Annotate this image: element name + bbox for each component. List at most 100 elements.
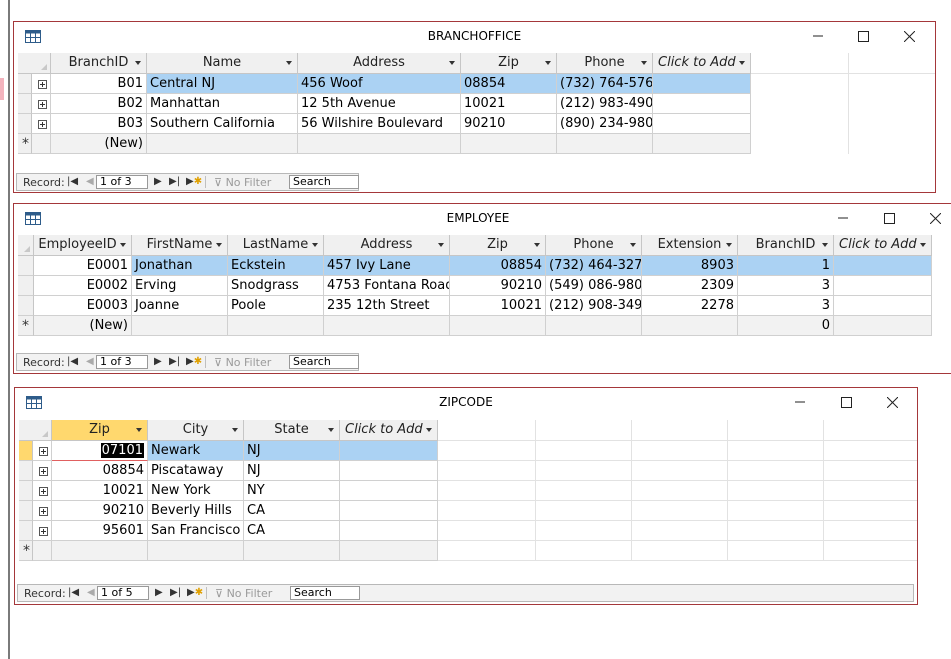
select-all-corner[interactable]	[19, 420, 52, 441]
new-record-placeholder[interactable]: (New)	[34, 316, 132, 336]
column-header-address[interactable]: Address	[324, 235, 450, 256]
cell-phone[interactable]: (549) 086-9804	[546, 276, 642, 296]
cell-add[interactable]	[834, 256, 932, 276]
column-header-phone[interactable]: Phone	[557, 53, 653, 74]
cell-add[interactable]	[653, 114, 751, 134]
row-selector[interactable]	[18, 74, 32, 94]
row-selector[interactable]	[19, 441, 33, 461]
cell-zip[interactable]: 10021	[52, 481, 148, 501]
cell-firstname[interactable]	[132, 316, 228, 336]
first-record-button[interactable]: |◀	[67, 356, 79, 367]
cell-branchid[interactable]: 3	[738, 296, 834, 316]
first-record-button[interactable]: |◀	[68, 587, 80, 598]
cell-address[interactable]	[298, 134, 461, 154]
column-header-click-to-add[interactable]: Click to Add	[340, 420, 438, 441]
row-selector[interactable]	[18, 114, 32, 134]
cell-lastname[interactable]: Eckstein	[228, 256, 324, 276]
cell-add[interactable]	[340, 441, 438, 461]
row-selector[interactable]	[19, 501, 33, 521]
maximize-button[interactable]	[849, 26, 877, 48]
cell-zip[interactable]: 90210	[461, 114, 557, 134]
cell-extension[interactable]: 8903	[642, 256, 738, 276]
expand-cell[interactable]	[32, 94, 51, 114]
cell-add[interactable]	[653, 94, 751, 114]
cell-employeeid[interactable]: E0002	[34, 276, 132, 296]
cell-add[interactable]	[653, 134, 751, 154]
filter-status[interactable]: ⊽ No Filter	[214, 356, 271, 369]
cell-zip[interactable]	[450, 316, 546, 336]
column-header-phone[interactable]: Phone	[546, 235, 642, 256]
cell-city[interactable]: Beverly Hills	[148, 501, 244, 521]
column-header-extension[interactable]: Extension	[642, 235, 738, 256]
cell-phone[interactable]: (212) 983-4908	[557, 94, 653, 114]
expand-cell[interactable]	[32, 114, 51, 134]
cell-zip[interactable]: 08854	[52, 461, 148, 481]
filter-status[interactable]: ⊽ No Filter	[214, 176, 271, 189]
row-selector[interactable]	[19, 521, 33, 541]
cell-city[interactable]: Piscataway	[148, 461, 244, 481]
plus-box-icon[interactable]	[38, 120, 47, 129]
cell-name[interactable]	[147, 134, 298, 154]
cell-zip[interactable]	[52, 541, 148, 561]
plus-box-icon[interactable]	[38, 100, 47, 109]
cell-name[interactable]: Central NJ	[147, 74, 298, 94]
next-record-button[interactable]: ▶	[155, 587, 163, 598]
select-all-corner[interactable]	[18, 53, 51, 74]
cell-state[interactable]: NJ	[244, 441, 340, 461]
cell-branchid[interactable]: B01	[51, 74, 147, 94]
last-record-button[interactable]: ▶|	[170, 587, 182, 598]
cell-phone[interactable]: (732) 464-3279	[546, 256, 642, 276]
cell-add[interactable]	[653, 74, 751, 94]
new-record-button[interactable]: ▶✱	[187, 587, 204, 598]
column-header-city[interactable]: City	[148, 420, 244, 441]
cell-zip-active[interactable]: 07101	[52, 441, 148, 461]
column-header-branchid[interactable]: BranchID	[51, 53, 147, 74]
column-header-name[interactable]: Name	[147, 53, 298, 74]
plus-box-icon[interactable]	[39, 527, 48, 536]
record-position-input[interactable]: 1 of 3	[96, 175, 148, 189]
cell-add[interactable]	[340, 461, 438, 481]
cell-zip[interactable]: 08854	[461, 74, 557, 94]
search-input[interactable]: Search	[289, 355, 359, 369]
cell-zip[interactable]: 90210	[450, 276, 546, 296]
new-record-placeholder[interactable]: (New)	[51, 134, 147, 154]
cell-extension[interactable]	[642, 316, 738, 336]
new-record-button[interactable]: ▶✱	[186, 176, 203, 187]
cell-address[interactable]: 457 Ivy Lane	[324, 256, 450, 276]
cell-address[interactable]: 456 Woof	[298, 74, 461, 94]
filter-status[interactable]: ⊽ No Filter	[215, 587, 272, 600]
next-record-button[interactable]: ▶	[154, 176, 162, 187]
column-header-state[interactable]: State	[244, 420, 340, 441]
record-position-input[interactable]: 1 of 3	[96, 355, 148, 369]
cell-city[interactable]: San Francisco	[148, 521, 244, 541]
cell-add[interactable]	[834, 276, 932, 296]
cell-branchid[interactable]: 3	[738, 276, 834, 296]
cell-state[interactable]: NY	[244, 481, 340, 501]
cell-lastname[interactable]	[228, 316, 324, 336]
cell-phone[interactable]	[546, 316, 642, 336]
previous-record-button[interactable]: ◀	[86, 356, 94, 367]
column-header-click-to-add[interactable]: Click to Add	[653, 53, 751, 74]
cell-phone[interactable]: (212) 908-3490	[546, 296, 642, 316]
last-record-button[interactable]: ▶|	[169, 176, 181, 187]
minimize-button[interactable]	[829, 208, 857, 230]
cell-zip[interactable]: 08854	[450, 256, 546, 276]
minimize-button[interactable]	[804, 26, 832, 48]
cell-add[interactable]	[340, 501, 438, 521]
cell-address[interactable]: 12 5th Avenue	[298, 94, 461, 114]
previous-record-button[interactable]: ◀	[87, 587, 95, 598]
close-button[interactable]	[921, 208, 949, 230]
cell-address[interactable]	[324, 316, 450, 336]
cell-address[interactable]: 4753 Fontana Road	[324, 276, 450, 296]
row-selector[interactable]	[18, 94, 32, 114]
cell-firstname[interactable]: Joanne	[132, 296, 228, 316]
selected-zip-text[interactable]: 07101	[100, 443, 144, 458]
cell-employeeid[interactable]: E0001	[34, 256, 132, 276]
plus-box-icon[interactable]	[39, 447, 48, 456]
cell-add[interactable]	[834, 296, 932, 316]
column-header-lastname[interactable]: LastName	[228, 235, 324, 256]
cell-add[interactable]	[834, 316, 932, 336]
cell-branchid[interactable]: B03	[51, 114, 147, 134]
select-all-corner[interactable]	[18, 235, 34, 256]
last-record-button[interactable]: ▶|	[169, 356, 181, 367]
